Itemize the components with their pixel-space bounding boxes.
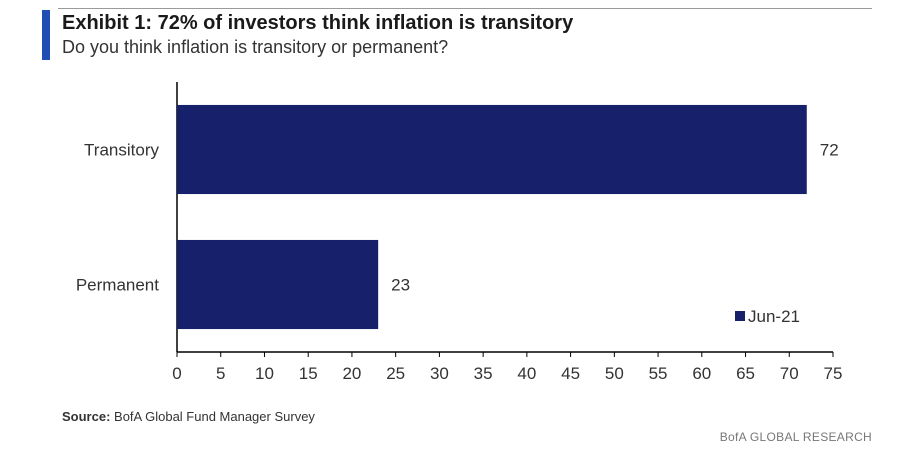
x-tick-label: 0: [172, 364, 181, 383]
x-tick-label: 45: [561, 364, 580, 383]
brand-label: BofA GLOBAL RESEARCH: [719, 430, 872, 444]
x-tick-label: 75: [824, 364, 843, 383]
source-text: BofA Global Fund Manager Survey: [114, 409, 315, 424]
data-label-transitory: 72: [820, 141, 839, 160]
x-tick-label: 40: [517, 364, 536, 383]
bar-permanent: [177, 239, 379, 330]
data-label-permanent: 23: [391, 276, 410, 295]
x-tick-label: 20: [342, 364, 361, 383]
x-tick-label: 50: [605, 364, 624, 383]
x-tick-label: 25: [386, 364, 405, 383]
x-tick-label: 35: [474, 364, 493, 383]
x-tick-label: 70: [780, 364, 799, 383]
x-tick-label: 15: [299, 364, 318, 383]
title-accent-bar: [42, 10, 50, 60]
category-label-permanent: Permanent: [76, 276, 159, 295]
chart-subtitle: Do you think inflation is transitory or …: [62, 37, 449, 57]
source-note: Source: BofA Global Fund Manager Survey: [62, 409, 315, 424]
x-tick-label: 10: [255, 364, 274, 383]
x-tick-label: 5: [216, 364, 225, 383]
category-label-transitory: Transitory: [84, 141, 159, 160]
legend-swatch: [735, 311, 745, 321]
x-tick-label: 65: [736, 364, 755, 383]
bar-chart: Transitory 72 Permanent 23 0 5 10 15 20 25 30 35 40 4…: [76, 82, 843, 383]
x-tick-label: 60: [692, 364, 711, 383]
x-tick-label: 30: [430, 364, 449, 383]
legend-label: Jun-21: [748, 307, 800, 326]
bar-transitory: [177, 104, 807, 195]
top-rule: [58, 8, 872, 9]
source-label: Source:: [62, 409, 111, 424]
x-tick-label: 55: [649, 364, 668, 383]
chart-title: Exhibit 1: 72% of investors think inflat…: [62, 12, 574, 34]
